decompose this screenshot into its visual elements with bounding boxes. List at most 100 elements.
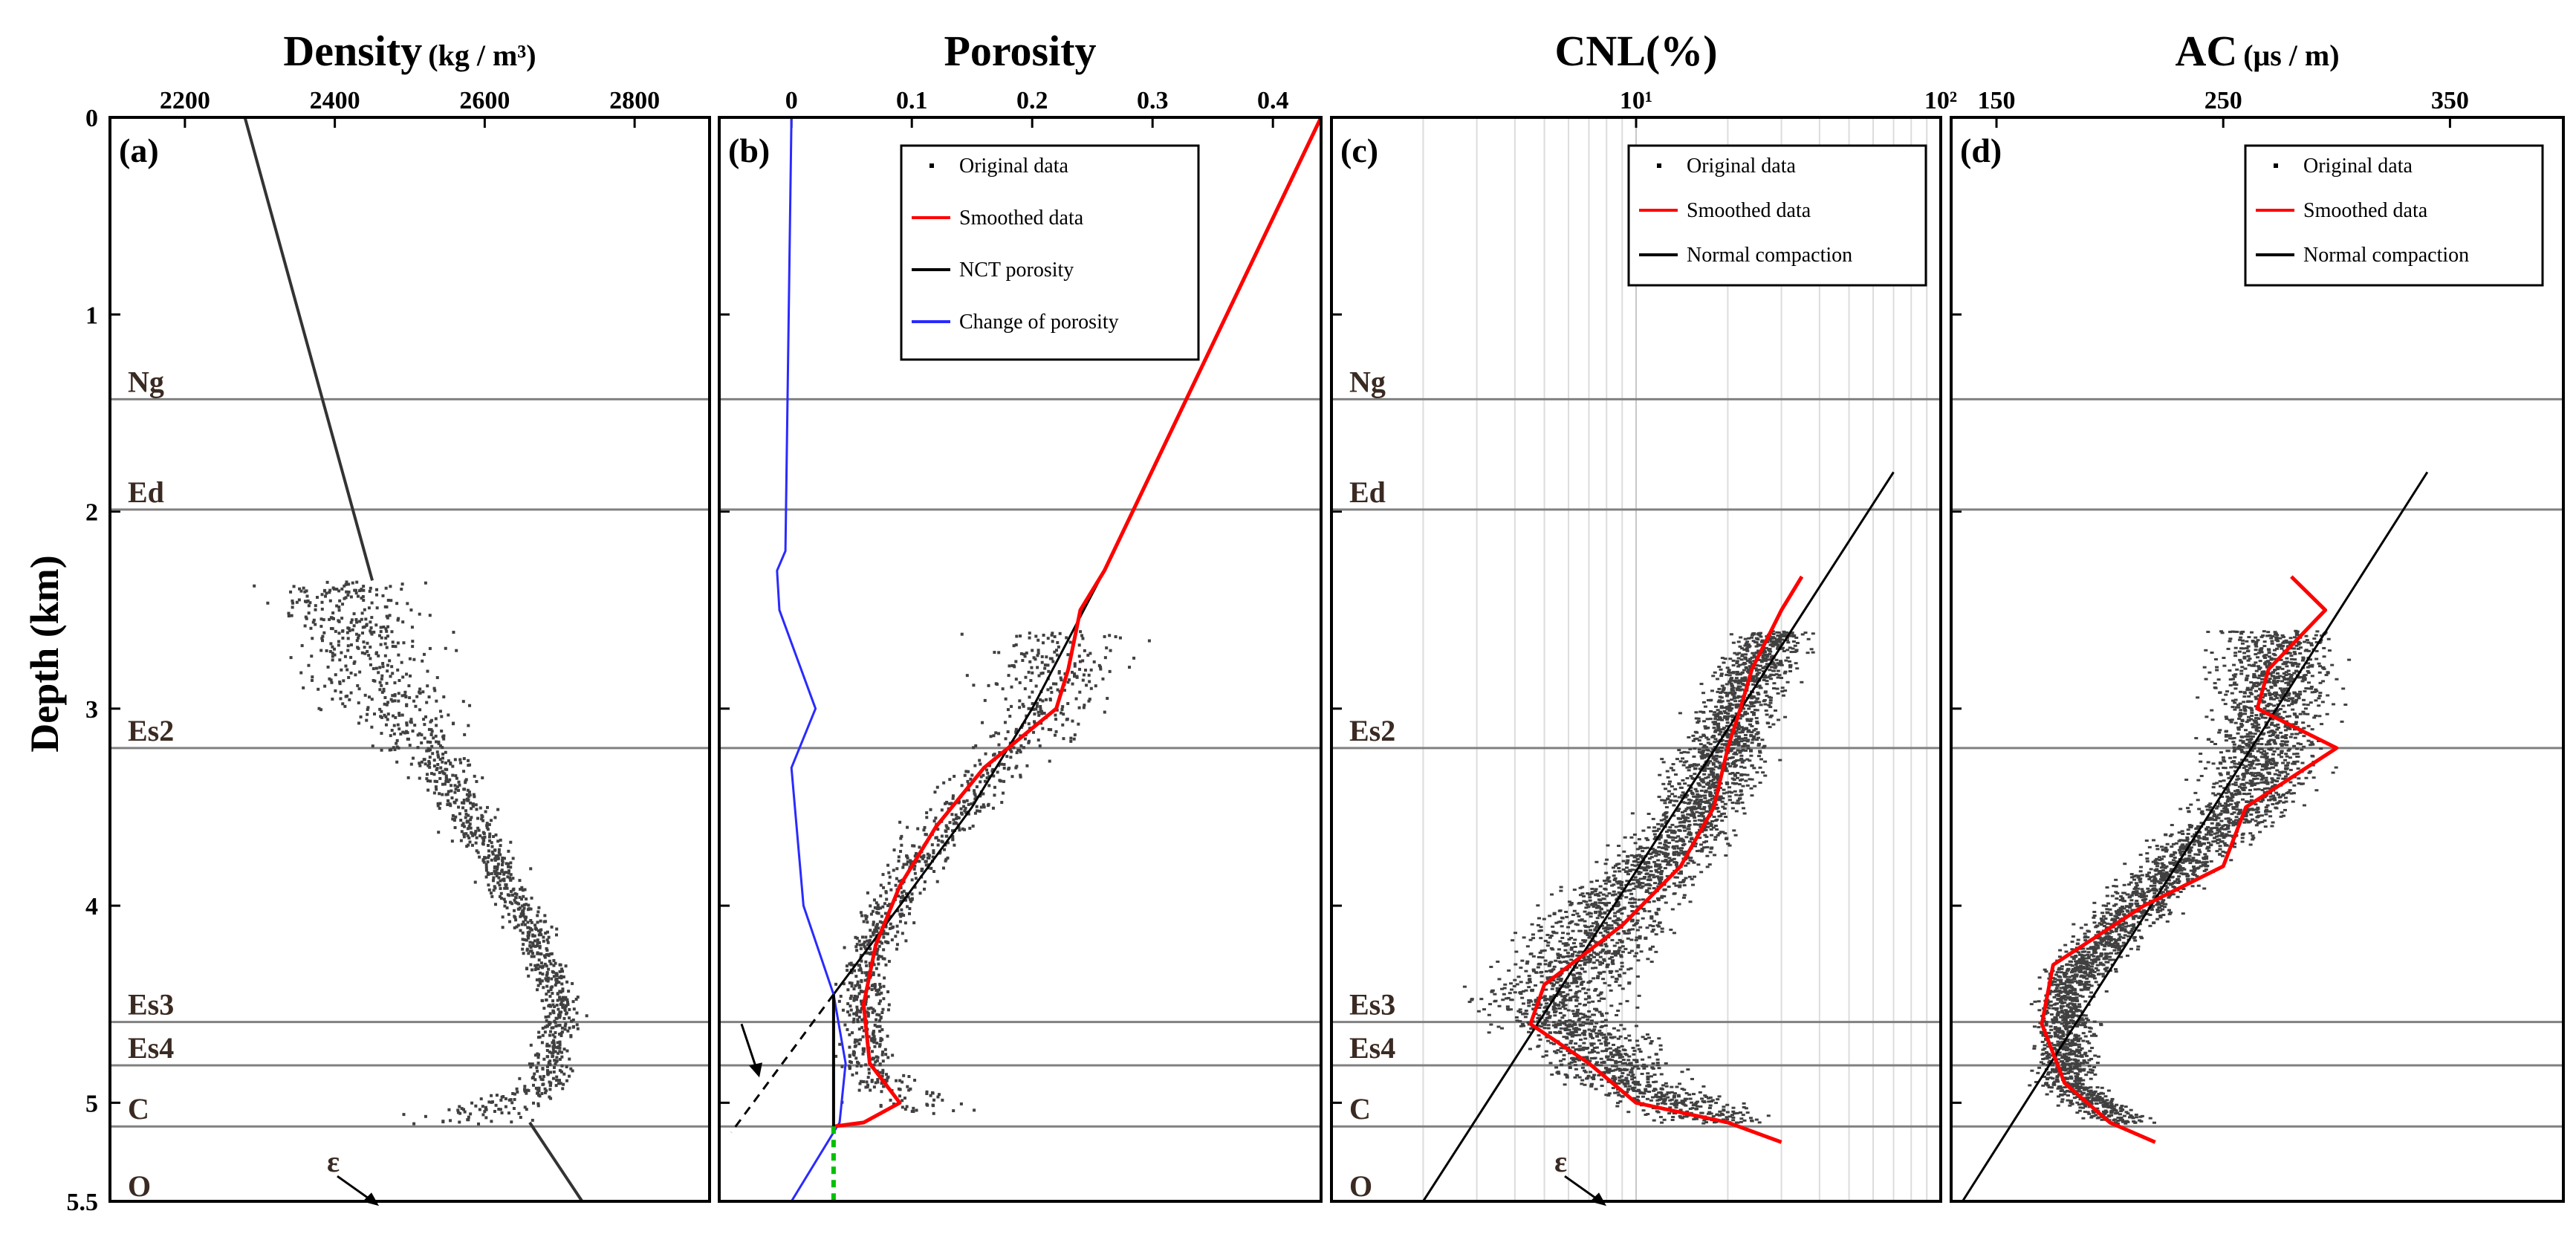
data-point — [1678, 760, 1683, 763]
data-point — [1577, 1076, 1582, 1079]
data-point — [866, 995, 870, 998]
data-point — [552, 1050, 556, 1053]
data-point — [559, 1002, 562, 1006]
data-point — [412, 657, 416, 661]
data-point — [536, 910, 540, 914]
data-point — [1617, 854, 1621, 857]
data-point — [1039, 698, 1042, 701]
data-point — [1023, 687, 1027, 691]
data-point — [1537, 1007, 1542, 1010]
data-point — [1564, 1043, 1568, 1046]
data-point — [1741, 683, 1745, 686]
data-point — [854, 975, 858, 978]
data-point — [1615, 1068, 1620, 1071]
data-point — [1742, 759, 1746, 762]
formation-label-ng: Ng — [128, 365, 164, 398]
data-point — [873, 1009, 877, 1013]
data-point — [543, 962, 547, 966]
data-point — [950, 813, 954, 816]
data-point — [1736, 657, 1741, 660]
data-point — [1510, 988, 1514, 991]
data-point — [1719, 756, 1723, 759]
data-point — [947, 827, 950, 831]
data-point — [873, 983, 877, 987]
data-point — [405, 704, 409, 707]
data-point — [1746, 747, 1751, 750]
data-point — [857, 968, 861, 972]
data-point — [1569, 901, 1574, 904]
data-point — [354, 618, 358, 622]
data-point — [320, 639, 324, 643]
data-point — [1552, 965, 1557, 968]
data-point — [400, 660, 403, 664]
data-point — [1612, 890, 1616, 893]
data-point — [1686, 862, 1690, 865]
data-point — [1663, 854, 1667, 857]
data-point — [576, 1027, 580, 1030]
data-point — [400, 694, 404, 698]
data-point — [1694, 711, 1699, 714]
data-point — [438, 802, 442, 805]
data-point — [1739, 1111, 1743, 1114]
data-point — [1018, 681, 1022, 684]
data-point — [557, 1082, 560, 1085]
data-point — [1692, 755, 1696, 758]
data-point — [1713, 738, 1718, 741]
data-point — [907, 1088, 911, 1092]
data-point — [401, 730, 405, 734]
data-point — [1051, 660, 1055, 663]
data-point — [1489, 1023, 1493, 1026]
data-point — [1711, 775, 1716, 778]
data-point — [539, 981, 542, 985]
data-point — [324, 594, 328, 598]
data-point — [364, 617, 368, 621]
data-point — [571, 1000, 575, 1004]
data-point — [1706, 776, 1710, 779]
data-point — [1565, 1037, 1569, 1040]
data-point — [381, 662, 385, 666]
data-point — [860, 953, 863, 957]
data-point — [1626, 1088, 1631, 1091]
data-point — [547, 1021, 551, 1024]
data-point — [890, 926, 894, 929]
data-point — [527, 952, 531, 955]
data-point — [1782, 634, 1786, 637]
data-point — [957, 816, 961, 819]
data-point — [1710, 689, 1714, 692]
data-point — [1641, 907, 1646, 910]
data-point — [1632, 1076, 1637, 1079]
data-point — [1099, 667, 1103, 671]
data-point — [981, 721, 984, 724]
data-point — [967, 770, 970, 773]
data-point — [546, 941, 550, 944]
data-point — [1664, 806, 1669, 809]
data-point — [877, 926, 880, 930]
data-point — [1531, 933, 1535, 936]
data-point — [1589, 1019, 1594, 1022]
data-point — [490, 841, 493, 845]
data-point — [1592, 1025, 1597, 1028]
data-point — [891, 1053, 895, 1057]
data-point — [1607, 880, 1612, 883]
data-point — [408, 744, 412, 747]
data-point — [941, 866, 945, 870]
data-point — [1657, 853, 1661, 856]
data-point — [1806, 652, 1810, 655]
data-point — [484, 868, 488, 872]
data-point — [1790, 631, 1794, 634]
data-point — [1642, 1067, 1647, 1070]
data-point — [1704, 828, 1708, 831]
data-point — [1563, 1073, 1568, 1076]
data-point — [481, 859, 485, 863]
data-point — [420, 741, 424, 744]
data-point — [462, 788, 466, 791]
data-point — [854, 1071, 858, 1075]
data-point — [1545, 976, 1550, 979]
data-point — [1570, 1035, 1574, 1038]
data-point — [1614, 980, 1618, 983]
data-point — [1739, 750, 1744, 753]
data-point — [337, 631, 341, 635]
legend-label-original-data: Original data — [959, 155, 1069, 178]
data-point — [544, 977, 548, 981]
data-point — [1548, 975, 1553, 978]
